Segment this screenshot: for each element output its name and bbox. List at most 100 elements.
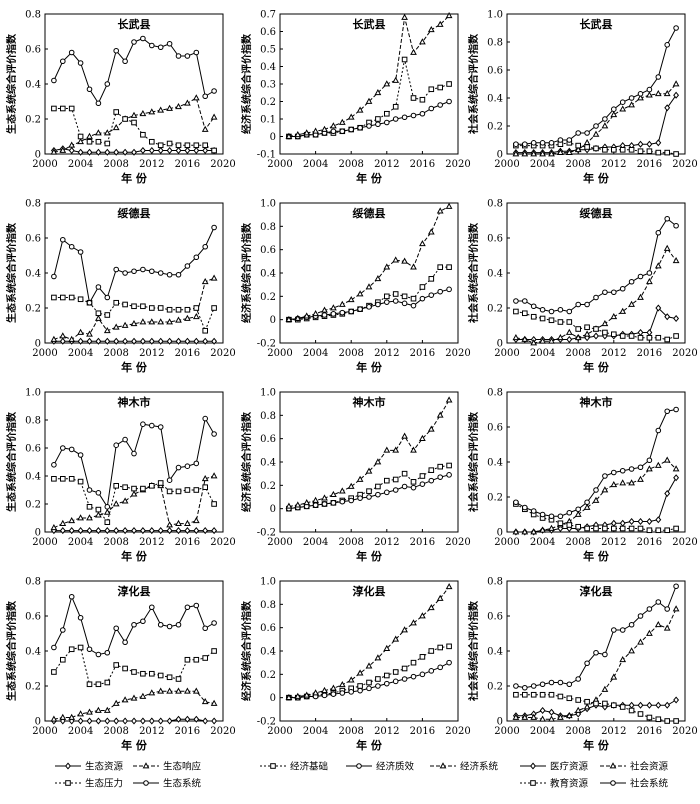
x-tick-label: 2016	[175, 537, 200, 548]
point-resource	[184, 337, 191, 345]
point-resource	[619, 655, 627, 663]
point-resource	[574, 146, 582, 153]
series-line-system	[288, 15, 450, 137]
point-system	[530, 683, 537, 689]
point-system	[365, 283, 373, 290]
y-tick-label: 0.2	[25, 304, 41, 315]
point-resource	[113, 527, 120, 535]
point-base	[410, 95, 417, 101]
point-education	[619, 525, 626, 532]
point-system	[131, 450, 137, 457]
point-pressure	[211, 147, 217, 154]
point-system	[202, 415, 208, 422]
point-system	[321, 306, 328, 313]
point-system	[637, 464, 644, 471]
point-resource	[104, 717, 111, 725]
point-education	[655, 149, 662, 156]
x-tick-label: 2012	[139, 537, 164, 548]
point-system	[664, 42, 671, 48]
point-system	[611, 106, 617, 112]
point-resource	[646, 465, 653, 472]
point-system	[175, 53, 182, 59]
point-system	[637, 273, 644, 280]
point-resource	[139, 717, 146, 725]
point-resource	[654, 90, 662, 97]
point-system	[401, 432, 408, 439]
point-system	[312, 310, 319, 317]
point-medical	[593, 332, 599, 340]
point-response	[166, 104, 173, 111]
legend-marker	[356, 763, 362, 769]
point-quality	[428, 292, 435, 298]
point-response	[192, 687, 200, 694]
point-resource	[539, 526, 546, 533]
y-tick-label: 0.8	[487, 577, 503, 588]
legend-marker	[270, 763, 276, 769]
point-pressure	[140, 131, 146, 138]
point-quality	[419, 295, 426, 302]
x-tick-label: 2004	[68, 726, 93, 737]
point-education	[575, 326, 582, 332]
y-tick-label: 0.2	[487, 682, 503, 693]
point-system	[51, 273, 57, 280]
point-resource	[211, 527, 218, 535]
series-line-system	[53, 37, 215, 105]
point-resource	[646, 277, 653, 285]
point-pressure	[175, 306, 182, 313]
point-response	[68, 335, 76, 342]
point-resource	[672, 465, 680, 472]
point-base	[428, 86, 435, 93]
x-tick-label: 2020	[672, 348, 697, 359]
x-tick-label: 2000	[32, 348, 57, 359]
point-system	[140, 421, 146, 428]
point-pressure	[77, 478, 84, 485]
point-response	[210, 274, 218, 281]
x-tick-label: 2008	[338, 159, 363, 170]
point-system	[347, 482, 355, 489]
point-system	[628, 466, 635, 472]
panel-title: 淳化县	[580, 584, 613, 598]
point-base	[428, 648, 435, 654]
point-system	[303, 312, 311, 319]
point-medical	[655, 304, 662, 312]
legend-label: 生态资源	[85, 761, 124, 773]
chart-panel-12: 2000 2004 2008 2012 2016 2020 年 份 0 0.2 0.4 0.6 0.8…	[467, 577, 698, 753]
point-education	[557, 319, 564, 325]
point-quality	[446, 286, 452, 293]
point-pressure	[122, 301, 128, 308]
point-system	[365, 467, 373, 474]
point-education	[637, 711, 644, 717]
point-system	[619, 285, 626, 292]
point-response	[68, 141, 76, 148]
point-system	[211, 431, 217, 437]
point-response	[166, 687, 173, 694]
point-resource	[157, 337, 164, 345]
point-quality	[339, 128, 346, 135]
series-line-system	[288, 206, 450, 321]
point-resource	[202, 337, 209, 345]
y-tick-label: -0.2	[257, 717, 276, 728]
point-response	[95, 706, 102, 713]
panel-title: 神木市	[580, 395, 613, 409]
point-system	[584, 130, 590, 136]
point-resource	[672, 256, 680, 264]
x-tick-label: 2000	[494, 726, 519, 737]
point-pressure	[77, 644, 84, 651]
point-system	[347, 113, 355, 120]
y-tick-label: 0.8	[487, 38, 503, 49]
point-resource	[131, 717, 137, 725]
point-system	[530, 508, 537, 514]
x-tick-label: 2008	[103, 159, 128, 170]
legend-label: 医疗资源	[550, 761, 589, 773]
point-resource	[548, 524, 555, 531]
y-tick-label: 0	[270, 315, 276, 326]
point-resource	[175, 337, 182, 345]
x-tick-label: 2020	[210, 348, 235, 359]
y-tick-label: 0.6	[260, 623, 276, 634]
point-pressure	[122, 484, 128, 490]
point-resource	[654, 620, 662, 628]
point-quality	[339, 690, 346, 696]
point-quality	[357, 306, 363, 312]
x-tick-label: 2020	[445, 537, 470, 548]
point-system	[202, 625, 208, 632]
